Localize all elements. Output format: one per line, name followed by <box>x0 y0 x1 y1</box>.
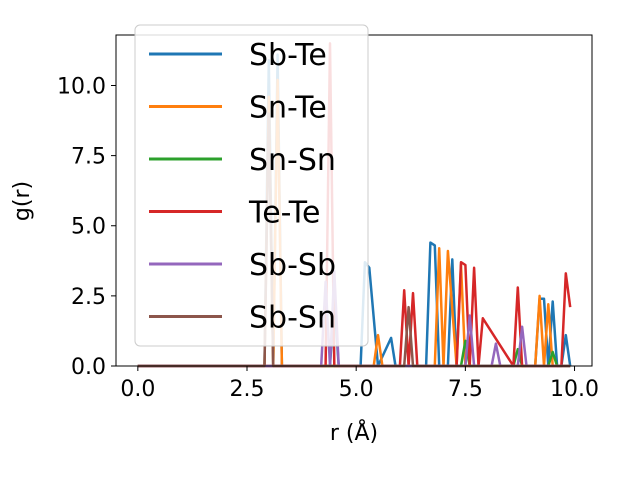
x-tick-label: 10.0 <box>550 377 599 402</box>
x-tick-label: 2.5 <box>230 377 265 402</box>
legend-label: Sb-Te <box>249 38 327 73</box>
x-tick-label: 5.0 <box>339 377 374 402</box>
y-tick-label: 10.0 <box>57 74 106 99</box>
y-axis-label: g(r) <box>10 181 35 221</box>
x-axis-label: r (Å) <box>330 419 378 446</box>
x-axis: 0.0 2.5 5.0 7.5 10.0 <box>120 366 599 402</box>
x-tick-label: 7.5 <box>448 377 483 402</box>
y-tick-label: 5.0 <box>71 215 106 240</box>
y-tick-label: 7.5 <box>71 145 106 170</box>
legend-label: Sb-Sn <box>249 301 336 336</box>
legend-label: Sn-Sn <box>249 143 336 178</box>
y-tick-label: 0.0 <box>71 355 106 380</box>
legend-box <box>134 24 369 347</box>
y-axis: 0.0 2.5 5.0 7.5 10.0 <box>57 74 116 380</box>
y-tick-label: 2.5 <box>71 285 106 310</box>
legend: Sb-Te Sn-Te Sn-Sn Te-Te Sb-Sb Sb-Sn <box>134 24 369 347</box>
legend-label: Te-Te <box>248 196 320 231</box>
legend-label: Sb-Sb <box>249 248 336 283</box>
x-tick-label: 0.0 <box>120 377 155 402</box>
legend-label: Sn-Te <box>249 91 327 126</box>
